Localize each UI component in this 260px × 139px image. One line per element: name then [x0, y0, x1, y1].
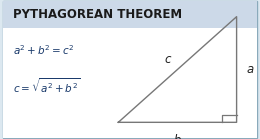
Bar — [3, 1, 257, 28]
Text: $c = \sqrt{a^2 + b^2}$: $c = \sqrt{a^2 + b^2}$ — [13, 77, 80, 95]
Text: $a^2 + b^2 = c^2$: $a^2 + b^2 = c^2$ — [13, 43, 75, 57]
Text: $c$: $c$ — [164, 53, 172, 66]
Text: $a$: $a$ — [246, 63, 254, 76]
Text: $b$: $b$ — [173, 133, 182, 139]
Bar — [3, 28, 257, 138]
Text: PYTHAGOREAN THEOREM: PYTHAGOREAN THEOREM — [13, 8, 182, 21]
